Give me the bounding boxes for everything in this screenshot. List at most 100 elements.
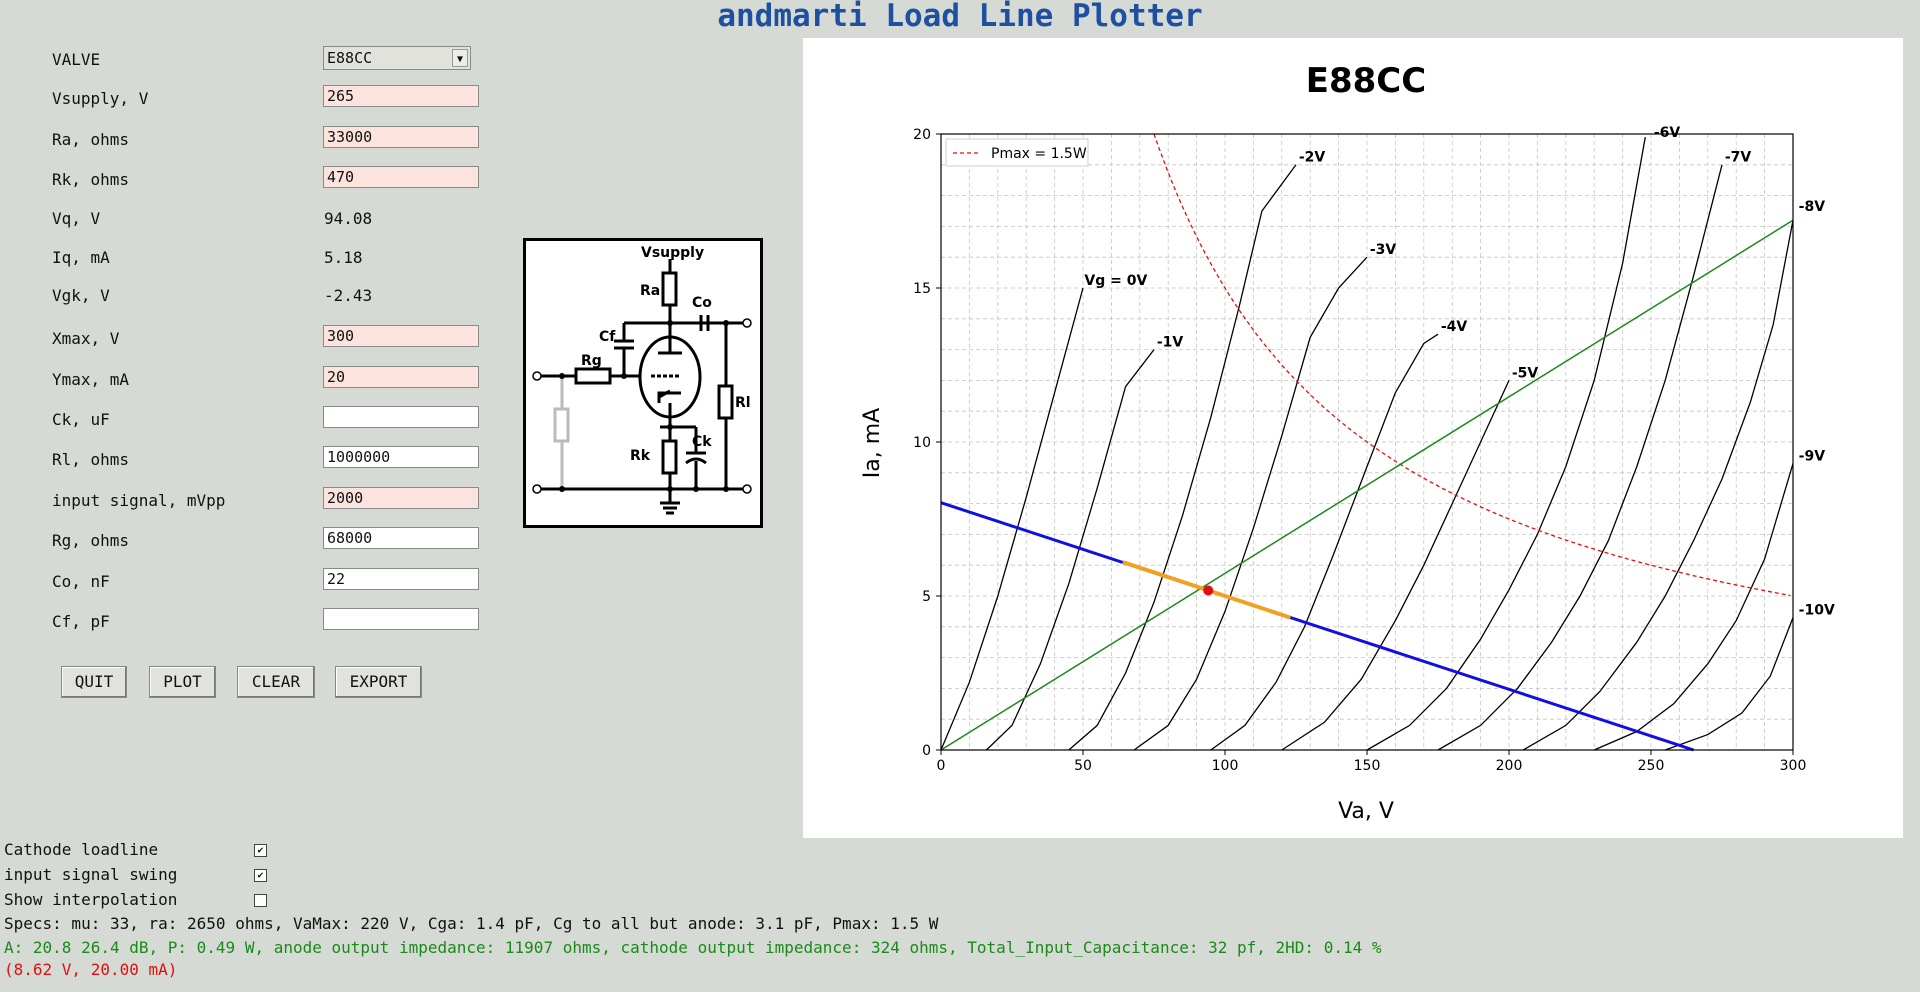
chart-title: E88CC <box>1306 61 1426 101</box>
vq-label: Vq, V <box>52 209 101 228</box>
cathode-loadline <box>940 219 1794 751</box>
co-input[interactable] <box>323 568 479 590</box>
schematic-label-cf: Cf <box>599 329 616 345</box>
tube-curve--6v <box>1366 136 1646 751</box>
rk-label: Rk, ohms <box>52 170 130 189</box>
cf-label: Cf, pF <box>52 612 110 631</box>
rk-row: Rk, ohms <box>52 166 482 194</box>
vq-value: 94.08 <box>324 209 373 228</box>
input-swing-checkbox[interactable]: ✔ <box>254 869 267 882</box>
cathode-loadline-label: Cathode loadline <box>4 840 159 859</box>
rg-row: Rg, ohms <box>52 527 482 555</box>
input-signal-input[interactable] <box>323 487 479 509</box>
x-axis-label: Va, V <box>1338 799 1394 824</box>
y-tick-label: 0 <box>922 743 931 759</box>
cf-row: Cf, pF <box>52 608 482 636</box>
show-interpolation-option: Show interpolation <box>4 890 274 912</box>
show-interpolation-checkbox[interactable] <box>254 894 267 907</box>
y-axis-label: Ia, mA <box>860 408 885 478</box>
rg-label: Rg, ohms <box>52 531 130 550</box>
x-tick-label: 0 <box>937 758 946 774</box>
tube-curve-vg-0v <box>940 287 1084 751</box>
cathode-loadline-option: Cathode loadline ✔ <box>4 840 274 862</box>
rl-row: Rl, ohms <box>52 446 482 474</box>
vq-row: Vq, V 94.08 <box>52 205 482 233</box>
curve-label: -1V <box>1157 335 1184 351</box>
valve-row: VALVE E88CC ▼ <box>52 46 482 74</box>
operating-point <box>1203 585 1214 596</box>
x-tick-label: 300 <box>1780 758 1807 774</box>
input-signal-row: input signal, mVpp <box>52 487 482 515</box>
tube-curve--4v <box>1210 333 1439 751</box>
clear-button[interactable]: CLEAR <box>237 666 315 698</box>
load-line <box>940 501 1695 752</box>
schematic-label-co: Co <box>692 295 712 311</box>
chart-legend: Pmax = 1.5W <box>945 138 1089 167</box>
rk-input[interactable] <box>323 166 479 188</box>
plot-border <box>940 133 1794 751</box>
plot-button[interactable]: PLOT <box>149 666 216 698</box>
schematic-drawing: Vsupply Ra Co Cf Rg Rl Rk Ck <box>532 245 752 515</box>
co-row: Co, nF <box>52 568 482 596</box>
curve-label: -3V <box>1370 242 1397 258</box>
circuit-schematic: Vsupply Ra Co Cf Rg Rl Rk Ck <box>523 238 763 528</box>
schematic-label-ck: Ck <box>692 434 712 450</box>
ck-input[interactable] <box>323 406 479 428</box>
vgk-label: Vgk, V <box>52 286 110 305</box>
tube-curve--1v <box>985 349 1155 751</box>
legend-pmax-label: Pmax = 1.5W <box>991 146 1087 162</box>
vsupply-row: Vsupply, V <box>52 85 482 113</box>
show-interpolation-label: Show interpolation <box>4 890 178 909</box>
vgk-row: Vgk, V -2.43 <box>52 282 482 310</box>
plot-area[interactable]: E88CC Va, V Ia, mA 0 50 100 150 200 250 300 0 5 1… <box>803 38 1903 838</box>
rg-input[interactable] <box>323 527 479 549</box>
x-tick-label: 200 <box>1496 758 1523 774</box>
rl-input[interactable] <box>323 446 479 468</box>
xmax-row: Xmax, V <box>52 325 482 353</box>
cf-input[interactable] <box>323 608 479 630</box>
valve-select-value: E88CC <box>327 49 373 67</box>
ra-label: Ra, ohms <box>52 130 130 149</box>
ymax-label: Ymax, mA <box>52 370 130 389</box>
ck-row: Ck, uF <box>52 406 482 434</box>
iq-row: Iq, mA 5.18 <box>52 244 482 272</box>
quit-button[interactable]: QUIT <box>61 666 127 698</box>
vsupply-input[interactable] <box>323 85 479 107</box>
rl-label: Rl, ohms <box>52 450 130 469</box>
ra-row: Ra, ohms <box>52 126 482 154</box>
cathode-loadline-checkbox[interactable]: ✔ <box>254 844 267 857</box>
xmax-input[interactable] <box>323 325 479 347</box>
y-tick-label: 20 <box>913 127 931 143</box>
chevron-down-icon[interactable]: ▼ <box>452 49 468 67</box>
y-tick-label: 5 <box>922 589 931 605</box>
tube-curve--7v <box>1437 164 1723 751</box>
curve-label: -7V <box>1725 150 1752 166</box>
schematic-label-rl: Rl <box>735 395 751 411</box>
ra-input[interactable] <box>323 126 479 148</box>
schematic-label-rk: Rk <box>630 448 651 464</box>
input-signal-label: input signal, mVpp <box>52 491 226 510</box>
ymax-input[interactable] <box>323 366 479 388</box>
valve-select[interactable]: E88CC ▼ <box>323 46 471 70</box>
tube-curve--2v <box>1068 164 1297 751</box>
ymax-row: Ymax, mA <box>52 366 482 394</box>
schematic-label-ra: Ra <box>640 283 660 299</box>
xmax-label: Xmax, V <box>52 329 120 348</box>
cursor-readout: (8.62 V, 20.00 mA) <box>4 960 178 979</box>
input-swing-option: input signal swing ✔ <box>4 865 274 887</box>
vgk-value: -2.43 <box>324 286 373 305</box>
curve-label: -8V <box>1799 199 1826 215</box>
tube-curve--9v <box>1593 463 1794 751</box>
curve-label: -9V <box>1799 448 1826 464</box>
export-button[interactable]: EXPORT <box>335 666 422 698</box>
load-line-chart[interactable]: E88CC Va, V Ia, mA 0 50 100 150 200 250 300 0 5 1… <box>803 38 1903 838</box>
iq-label: Iq, mA <box>52 248 110 267</box>
schematic-label-rg: Rg <box>581 353 602 369</box>
iq-value: 5.18 <box>324 248 363 267</box>
results-text: A: 20.8 26.4 dB, P: 0.49 W, anode output… <box>4 938 1382 957</box>
pmax-curve <box>1153 133 1791 597</box>
tube-curve--10v <box>1664 617 1794 751</box>
curve-label: -4V <box>1441 319 1468 335</box>
y-tick-label: 15 <box>913 281 931 297</box>
ck-label: Ck, uF <box>52 410 110 429</box>
